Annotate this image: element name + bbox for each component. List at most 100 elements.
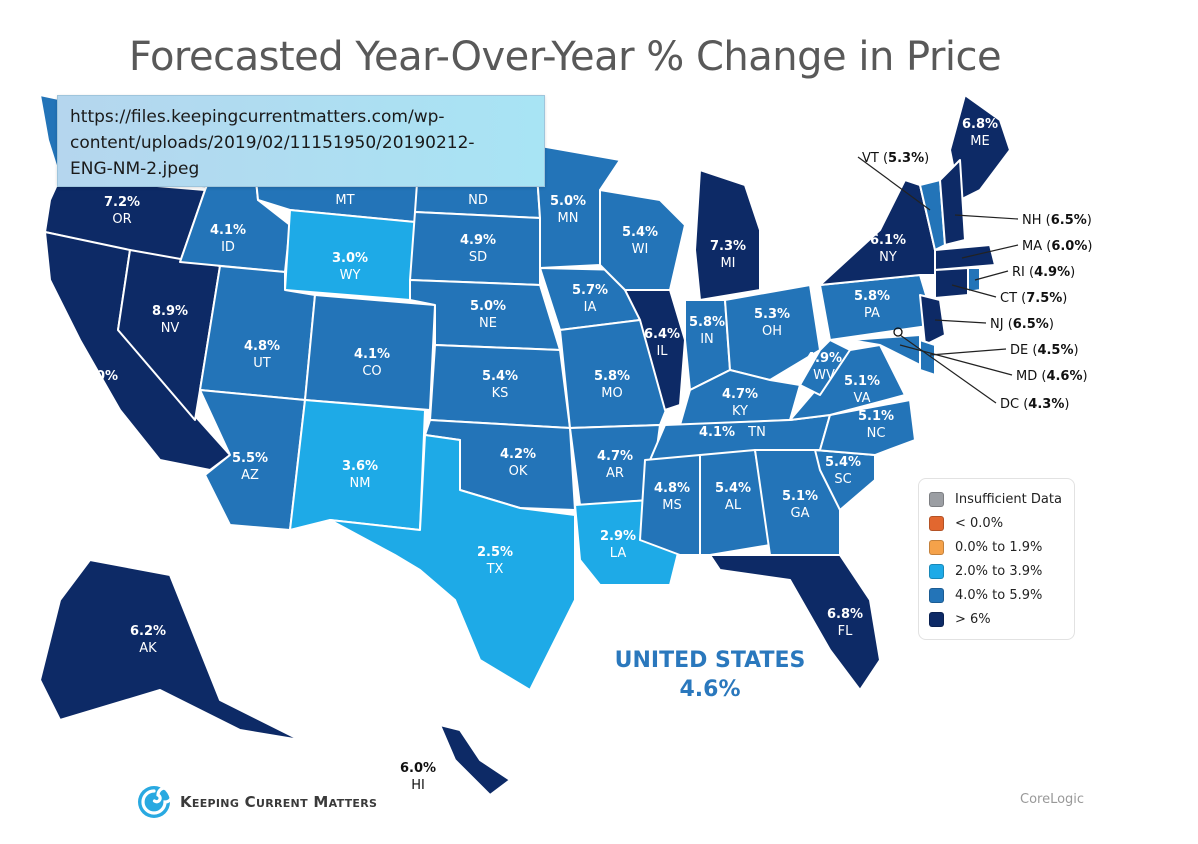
state-abbr-wy: WY: [340, 268, 361, 283]
state-abbr-or: OR: [112, 212, 131, 227]
source-credit: CoreLogic: [1020, 792, 1085, 807]
callout-nh: NH (6.5%): [1022, 213, 1092, 228]
state-abbr-va: VA: [854, 391, 871, 406]
state-value-al: 5.4%: [715, 481, 751, 496]
state-abbr-pa: PA: [864, 306, 880, 321]
state-me: [949, 94, 1011, 201]
callout-dc: DC (4.3%): [1000, 397, 1069, 412]
state-value-ut: 4.8%: [244, 339, 280, 354]
logo-text: Keeping Current Matters: [180, 793, 378, 811]
dc-marker-icon: [893, 327, 903, 337]
state-value-ar: 4.7%: [597, 449, 633, 464]
state-abbr-ar: AR: [606, 466, 624, 481]
state-wi: [599, 189, 686, 291]
state-value-nm: 3.6%: [342, 459, 378, 474]
state-value-la: 2.9%: [600, 529, 636, 544]
state-abbr-co: CO: [362, 364, 381, 379]
state-abbr-ny: NY: [879, 250, 897, 265]
state-value-or: 7.2%: [104, 195, 140, 210]
state-tx: [329, 434, 576, 691]
national-value: 4.6%: [679, 677, 741, 702]
legend-label: > 6%: [955, 611, 991, 627]
callout-leader: [961, 244, 1019, 259]
state-value-ks: 5.4%: [482, 369, 518, 384]
legend-item: Insufficient Data: [929, 487, 1064, 511]
state-ms: [639, 454, 701, 556]
tooltip-line: ENG-NM-2.jpeg: [70, 159, 200, 179]
callout-ct: CT (7.5%): [1000, 291, 1067, 306]
state-nh: [939, 159, 966, 246]
state-value-pa: 5.8%: [854, 289, 890, 304]
state-ga: [754, 449, 841, 556]
state-abbr-wi: WI: [632, 242, 649, 257]
state-wv: [799, 339, 851, 396]
state-value-az: 5.5%: [232, 451, 268, 466]
state-abbr-sd: SD: [469, 250, 487, 265]
state-abbr-mn: MN: [558, 211, 579, 226]
state-abbr-nc: NC: [867, 426, 886, 441]
state-al: [699, 449, 771, 556]
state-mo: [559, 319, 671, 429]
state-value-il: 6.4%: [644, 327, 680, 342]
state-value-ky: 4.7%: [722, 387, 758, 402]
state-nj: [919, 294, 946, 346]
state-abbr-id: ID: [221, 240, 235, 255]
state-abbr-ok: OK: [509, 464, 528, 479]
state-sd: [409, 211, 541, 286]
legend-item: > 6%: [929, 607, 1064, 631]
state-abbr-al: AL: [725, 498, 742, 513]
legend-item: 4.0% to 5.9%: [929, 583, 1064, 607]
state-abbr-la: LA: [610, 546, 627, 561]
state-value-tn: 4.1%: [699, 425, 735, 440]
state-abbr-nd: ND: [468, 193, 488, 208]
state-abbr-oh: OH: [762, 324, 782, 339]
state-value-ak: 6.2%: [130, 624, 166, 639]
state-hi: [439, 724, 511, 796]
legend: Insufficient Data < 0.0% 0.0% to 1.9% 2.0% …: [918, 478, 1075, 640]
state-abbr-ut: UT: [253, 356, 271, 371]
map-title: Forecasted Year-Over-Year % Change in Pr…: [128, 34, 1002, 80]
state-value-wy: 3.0%: [332, 251, 368, 266]
state-value-ia: 5.7%: [572, 283, 608, 298]
state-value-mi: 7.3%: [710, 239, 746, 254]
state-abbr-me: ME: [970, 134, 989, 149]
state-abbr-il: IL: [656, 344, 668, 359]
callout-leader: [899, 334, 997, 404]
callout-md: MD (4.6%): [1016, 369, 1088, 384]
state-value-ok: 4.2%: [500, 447, 536, 462]
legend-label: 4.0% to 5.9%: [955, 587, 1043, 603]
state-abbr-mt: MT: [335, 193, 354, 208]
legend-item: 2.0% to 3.9%: [929, 559, 1064, 583]
state-abbr-mi: MI: [720, 256, 735, 271]
legend-swatch: [929, 563, 944, 579]
state-value-ga: 5.1%: [782, 489, 818, 504]
state-abbr-nm: NM: [350, 476, 371, 491]
state-abbr-ak: AK: [139, 641, 157, 656]
state-abbr-wv: WV: [813, 368, 835, 383]
state-mi: [694, 169, 761, 301]
legend-swatch: [929, 491, 944, 507]
state-value-ny: 6.1%: [870, 233, 906, 248]
swirl-logo-icon: [138, 786, 172, 818]
state-abbr-mo: MO: [601, 386, 622, 401]
state-fl: [709, 554, 881, 691]
state-abbr-tx: TX: [486, 562, 504, 577]
state-value-wv: 4.9%: [806, 351, 842, 366]
state-value-mn: 5.0%: [550, 194, 586, 209]
state-abbr-fl: FL: [838, 624, 853, 639]
state-value-oh: 5.3%: [754, 307, 790, 322]
url-tooltip: https://files.keepingcurrentmatters.com/…: [57, 95, 545, 187]
state-value-in: 5.8%: [689, 315, 725, 330]
legend-swatch: [929, 611, 944, 627]
state-abbr-ky: KY: [732, 404, 748, 419]
state-value-ca: 9.0%: [82, 369, 118, 384]
state-value-nc: 5.1%: [858, 409, 894, 424]
state-value-va: 5.1%: [844, 374, 880, 389]
state-value-hi: 6.0%: [400, 761, 436, 776]
state-value-co: 4.1%: [354, 347, 390, 362]
legend-item: 0.0% to 1.9%: [929, 535, 1064, 559]
legend-label: 0.0% to 1.9%: [955, 539, 1043, 555]
callout-de: DE (4.5%): [1010, 343, 1079, 358]
legend-item: < 0.0%: [929, 511, 1064, 535]
